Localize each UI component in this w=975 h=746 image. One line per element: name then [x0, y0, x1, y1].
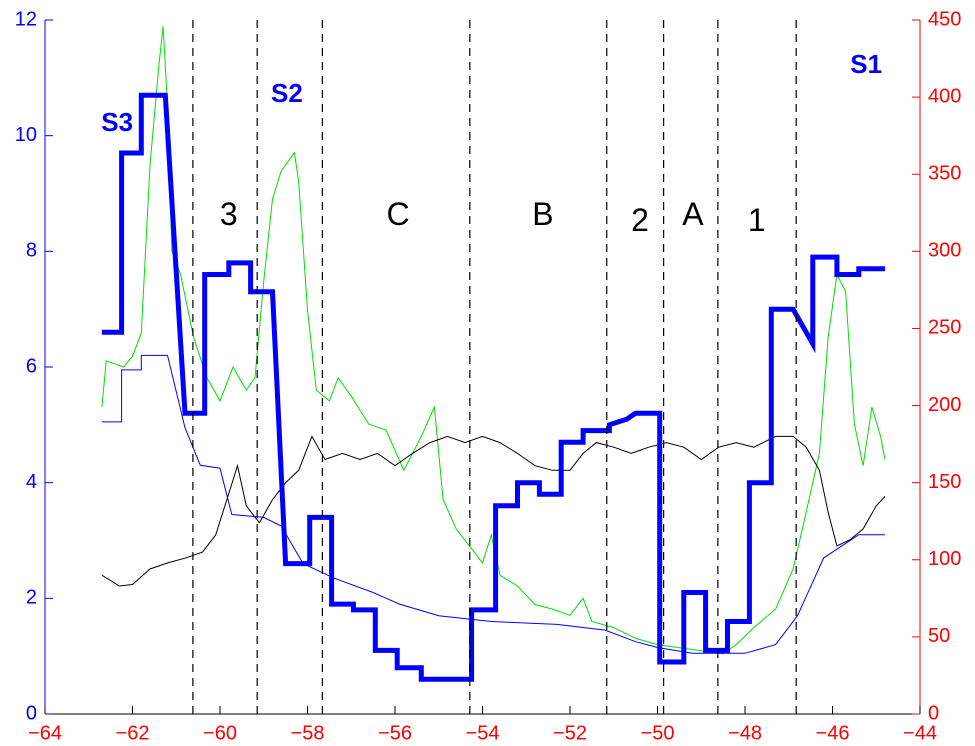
x-tick-label: −44	[903, 722, 937, 744]
x-tick-label: −60	[203, 722, 237, 744]
y2-tick-label: 100	[928, 548, 961, 570]
annotation: 1	[748, 202, 766, 238]
x-tick-label: −50	[641, 722, 675, 744]
y-tick-label: 8	[26, 240, 37, 262]
y2-tick-label: 0	[928, 702, 939, 724]
series-label: S3	[101, 107, 133, 137]
x-tick-label: −52	[553, 722, 587, 744]
y2-tick-label: 200	[928, 394, 961, 416]
y2-tick-label: 350	[928, 163, 961, 185]
x-tick-label: −62	[116, 722, 150, 744]
y2-tick-label: 250	[928, 317, 961, 339]
series-label: S2	[271, 78, 303, 108]
y2-tick-label: 150	[928, 471, 961, 493]
y2-tick-label: 300	[928, 240, 961, 262]
y2-tick-label: 50	[928, 625, 950, 647]
line-series	[101, 26, 886, 655]
y-tick-label: 6	[26, 355, 37, 377]
annotation: B	[532, 196, 553, 232]
y-tick-label: 0	[26, 702, 37, 724]
x-tick-label: −48	[728, 722, 762, 744]
annotation: 2	[631, 202, 649, 238]
line-series	[101, 92, 885, 682]
x-tick-label: −46	[816, 722, 850, 744]
x-tick-label: −64	[28, 722, 62, 744]
y-tick-label: 4	[26, 471, 37, 493]
y-tick-label: 10	[15, 124, 37, 146]
y2-tick-label: 400	[928, 85, 961, 107]
annotation: 3	[220, 196, 238, 232]
annotation: A	[682, 196, 704, 232]
line-series	[101, 354, 885, 654]
series-label: S1	[850, 49, 882, 79]
y2-tick-label: 450	[928, 8, 961, 30]
y-tick-label: 2	[26, 587, 37, 609]
y-tick-label: 12	[15, 8, 37, 30]
x-tick-label: −58	[291, 722, 325, 744]
x-tick-label: −54	[466, 722, 500, 744]
line-series	[101, 435, 886, 587]
annotation: C	[387, 196, 410, 232]
x-tick-label: −56	[378, 722, 412, 744]
